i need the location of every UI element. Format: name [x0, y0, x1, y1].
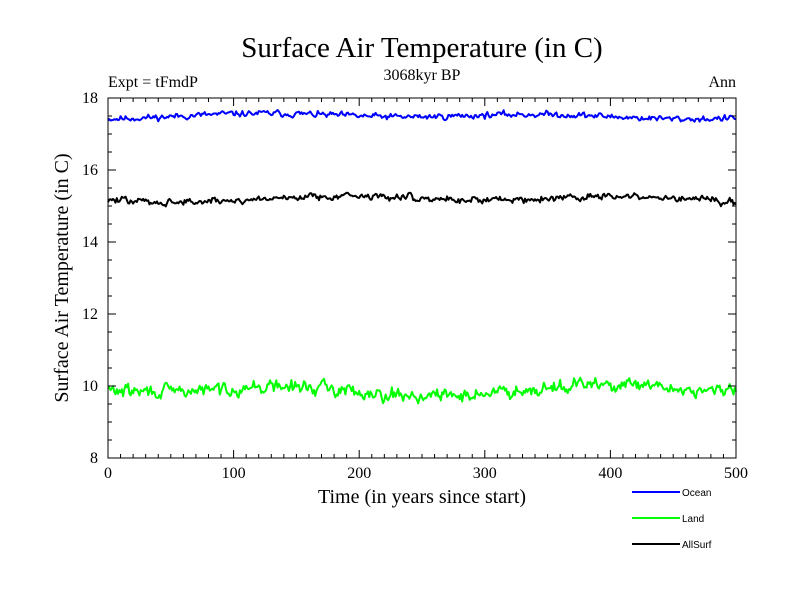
y-tick-label: 16	[82, 162, 98, 179]
legend-label-land: Land	[682, 514, 704, 525]
series-line-allsurf	[107, 191, 737, 208]
series-layer	[107, 109, 737, 405]
x-tick-label: 200	[347, 465, 371, 482]
x-tick-label: 0	[104, 465, 112, 482]
x-tick-label: 100	[222, 465, 246, 482]
legend-label-allsurf: AllSurf	[682, 540, 712, 551]
ticks-layer: 0 100 200 300 400 500 8 10 12 14 16 18	[82, 90, 748, 482]
y-tick-label: 8	[90, 450, 98, 467]
x-tick-label: 400	[598, 465, 622, 482]
legend-label-ocean: Ocean	[682, 488, 711, 499]
y-tick-label: 12	[82, 306, 98, 323]
chart-subtitle: 3068kyr BP	[384, 67, 461, 84]
series-line-land	[107, 376, 737, 405]
y-tick-label: 18	[82, 90, 98, 107]
x-tick-label: 500	[724, 465, 748, 482]
series-line-ocean	[107, 109, 737, 123]
chart-title: Surface Air Temperature (in C)	[241, 32, 602, 64]
y-axis-label: Surface Air Temperature (in C)	[51, 153, 73, 402]
legend: Ocean Land AllSurf	[632, 488, 712, 551]
x-axis-label: Time (in years since start)	[318, 486, 526, 508]
x-tick-label: 300	[473, 465, 497, 482]
experiment-label: Expt = tFmdP	[108, 74, 198, 91]
season-label: Ann	[708, 74, 736, 91]
y-tick-label: 10	[82, 378, 98, 395]
plot-frame	[107, 97, 737, 459]
y-tick-label: 14	[82, 234, 98, 251]
